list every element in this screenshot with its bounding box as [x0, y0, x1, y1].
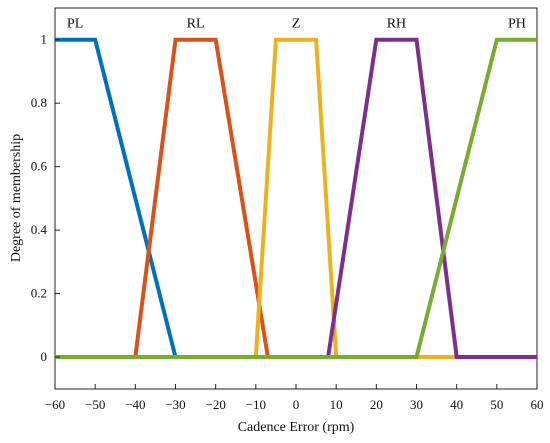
- x-tick-label: −40: [125, 397, 145, 412]
- x-tick-label: −30: [165, 397, 185, 412]
- series-label-rl: RL: [187, 17, 205, 32]
- series-line-pl: [55, 37, 537, 359]
- y-tick-label: 1: [41, 32, 48, 47]
- y-axis-title: Degree of membership: [9, 134, 24, 262]
- x-tick-label: −50: [85, 397, 105, 412]
- series-label-z: Z: [292, 17, 301, 32]
- y-axis-ticks: 0 0.2 0.4 0.6 0.8 1: [31, 32, 60, 364]
- series-line-z: [55, 37, 537, 359]
- y-tick-label: 0: [41, 349, 48, 364]
- series-line-rl: [55, 37, 537, 359]
- x-tick-label: 10: [330, 397, 343, 412]
- series-line-rh: [55, 37, 537, 359]
- x-axis-ticks: −60 −50 −40 −30 −20 −10 0 10 20 30 40 50 60: [45, 384, 544, 412]
- series-labels: PL RL Z RH PH: [67, 17, 526, 32]
- series-line-ph: [55, 37, 537, 359]
- series-label-pl: PL: [67, 17, 83, 32]
- y-tick-label: 0.6: [31, 159, 48, 174]
- x-tick-label: 0: [293, 397, 300, 412]
- series-label-ph: PH: [508, 17, 526, 32]
- x-tick-label: 60: [531, 397, 544, 412]
- series-layer: [55, 37, 537, 359]
- x-tick-label: 20: [370, 397, 383, 412]
- series-label-rh: RH: [387, 17, 406, 32]
- x-tick-label: −60: [45, 397, 65, 412]
- x-tick-label: −20: [205, 397, 225, 412]
- x-tick-label: −10: [246, 397, 266, 412]
- x-axis-title: Cadence Error (rpm): [238, 420, 355, 435]
- x-tick-label: 30: [410, 397, 423, 412]
- y-tick-label: 0.2: [31, 286, 47, 301]
- y-tick-label: 0.8: [31, 95, 47, 110]
- y-tick-label: 0.4: [31, 222, 48, 237]
- x-tick-label: 50: [490, 397, 503, 412]
- plot-area-border: [54, 7, 538, 390]
- x-tick-label: 40: [450, 397, 463, 412]
